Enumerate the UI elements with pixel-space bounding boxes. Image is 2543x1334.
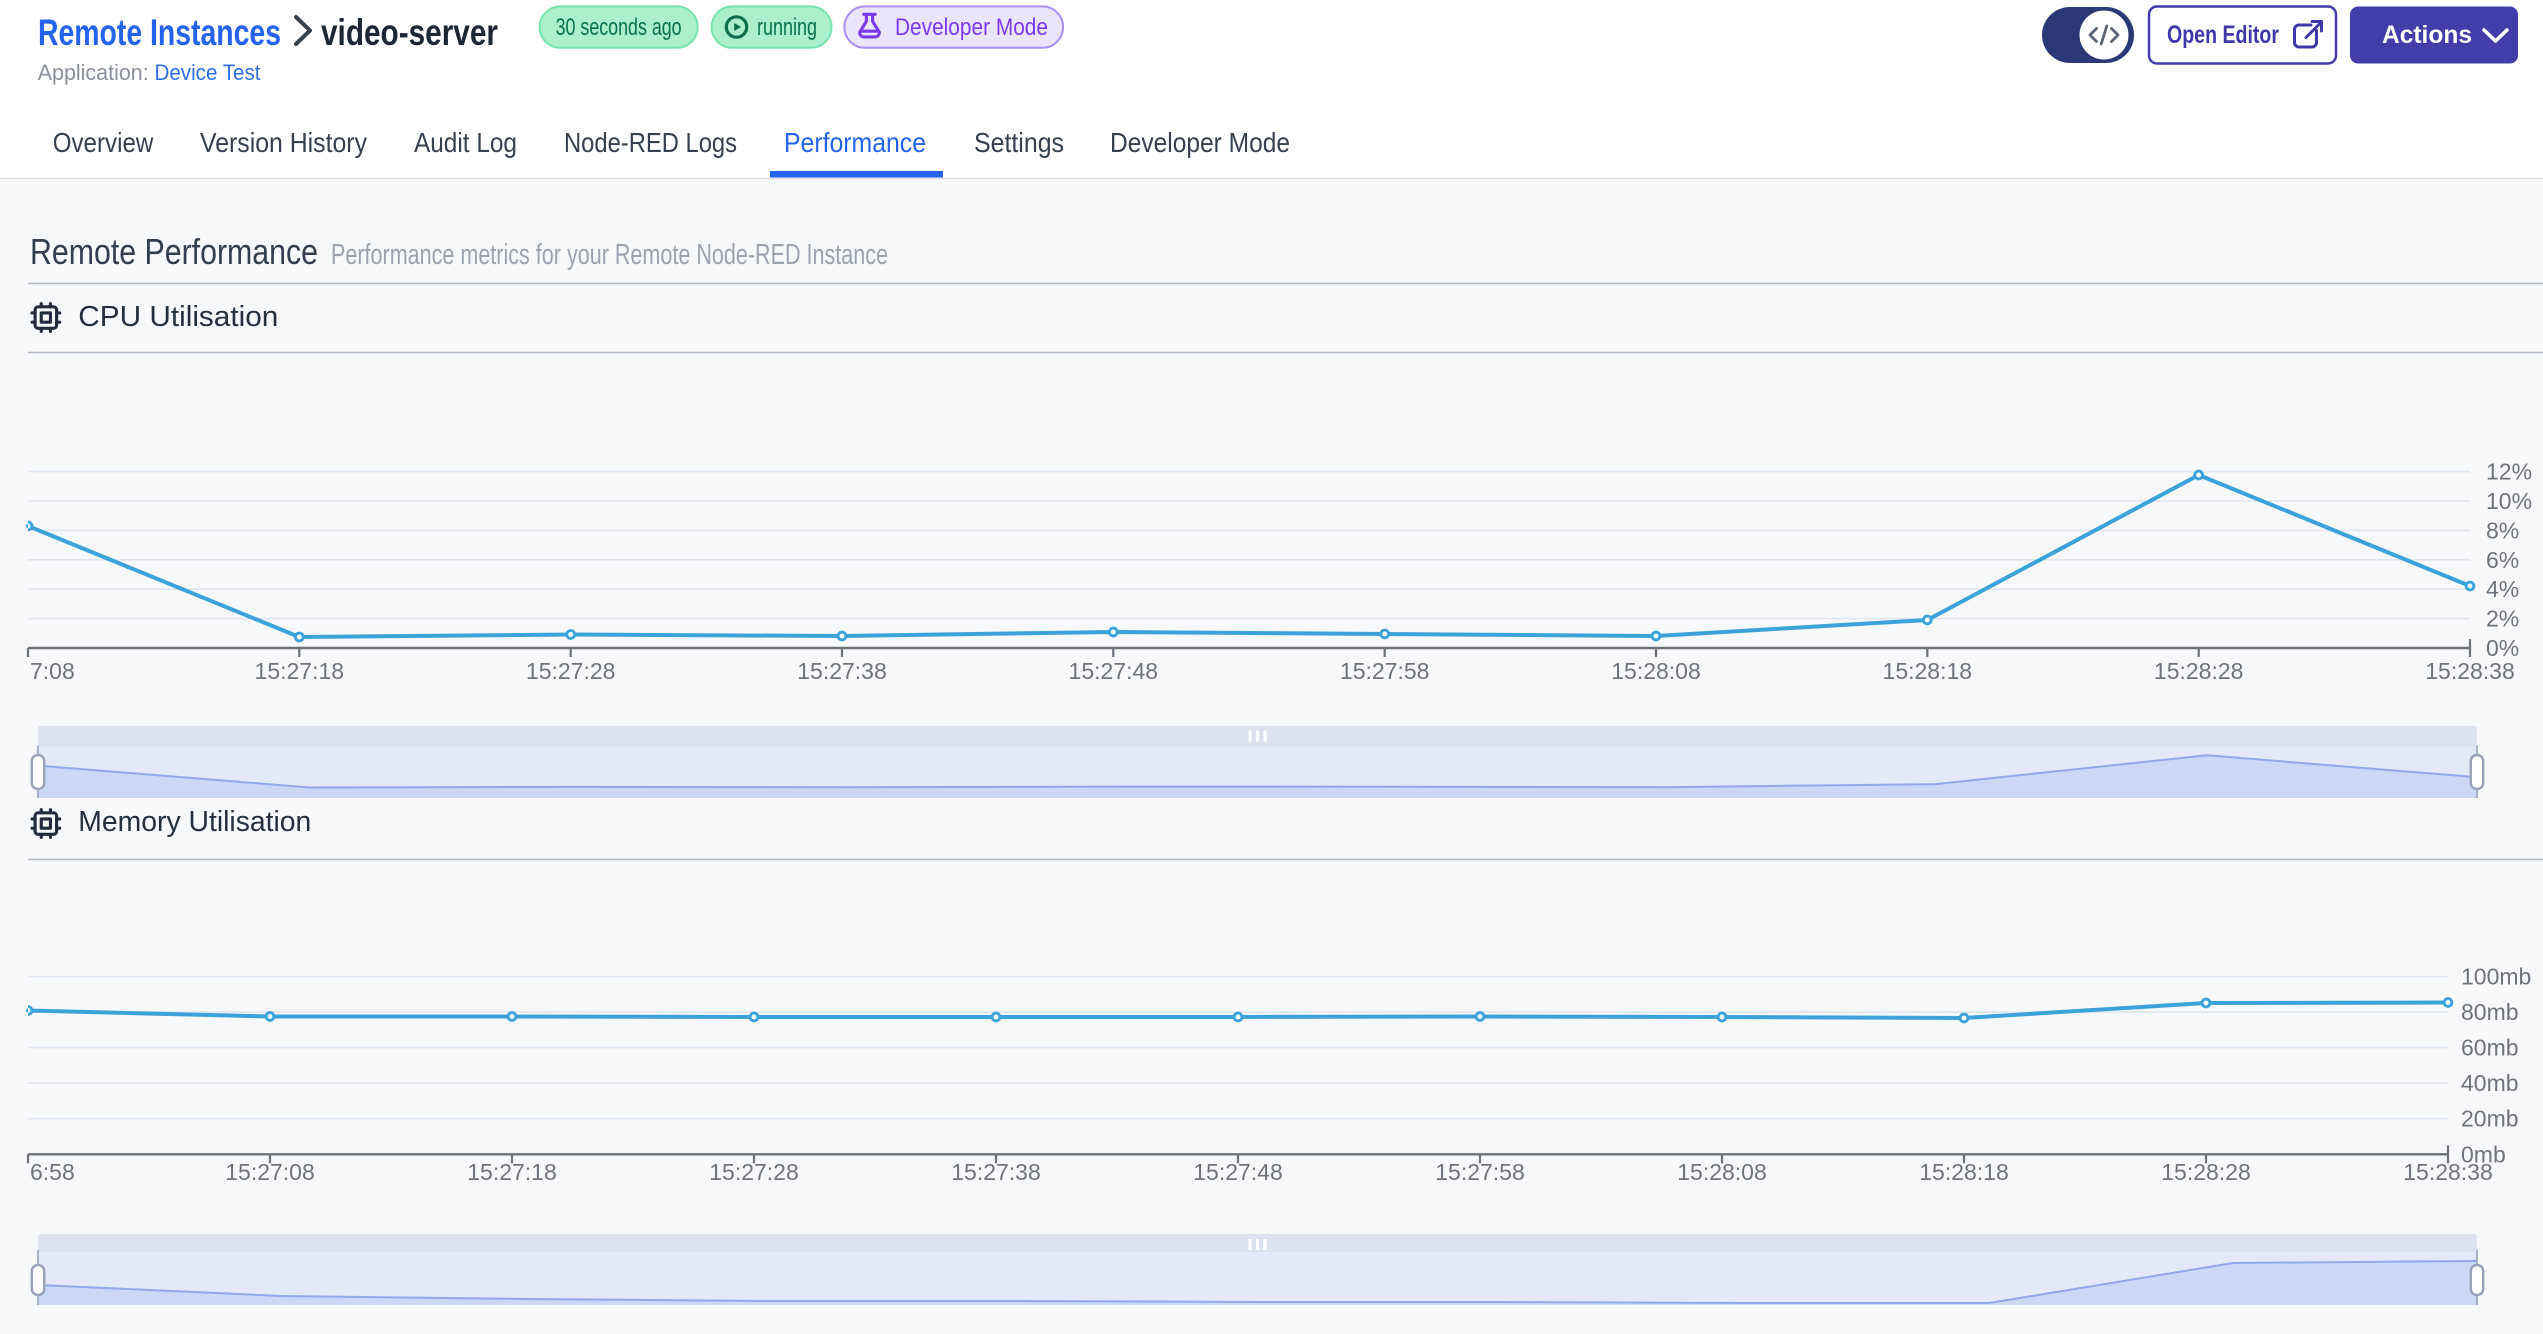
svg-text:running: running — [757, 14, 817, 41]
svg-text:15:27:08: 15:27:08 — [225, 1159, 315, 1185]
svg-text:30 seconds ago: 30 seconds ago — [556, 14, 682, 41]
svg-text:15:28:08: 15:28:08 — [1611, 658, 1701, 684]
svg-text:7:08: 7:08 — [30, 658, 75, 684]
svg-text:15:27:58: 15:27:58 — [1435, 1159, 1525, 1185]
svg-text:video-server: video-server — [321, 12, 498, 53]
svg-text:15:27:18: 15:27:18 — [255, 658, 345, 684]
svg-text:2%: 2% — [2486, 606, 2519, 632]
svg-text:Developer Mode: Developer Mode — [895, 14, 1048, 41]
svg-text:15:27:48: 15:27:48 — [1193, 1159, 1283, 1185]
svg-text:15:28:08: 15:28:08 — [1677, 1159, 1767, 1185]
svg-text:CPU Utilisation: CPU Utilisation — [78, 301, 278, 333]
svg-text:15:27:28: 15:27:28 — [526, 658, 616, 684]
svg-text:0mb: 0mb — [2461, 1141, 2506, 1167]
svg-text:4%: 4% — [2486, 576, 2519, 602]
svg-text:Remote Performance: Remote Performance — [30, 231, 318, 272]
svg-text:15:28:18: 15:28:18 — [1883, 658, 1973, 684]
svg-text:15:27:48: 15:27:48 — [1069, 658, 1159, 684]
svg-text:15:28:28: 15:28:28 — [2154, 658, 2244, 684]
svg-text:15:28:28: 15:28:28 — [2161, 1159, 2251, 1185]
svg-text:20mb: 20mb — [2461, 1106, 2519, 1132]
svg-text:15:27:58: 15:27:58 — [1340, 658, 1430, 684]
svg-text:12%: 12% — [2486, 459, 2532, 485]
svg-text:8%: 8% — [2486, 517, 2519, 543]
svg-text:10%: 10% — [2486, 488, 2532, 514]
svg-text:80mb: 80mb — [2461, 999, 2519, 1025]
svg-text:6%: 6% — [2486, 547, 2519, 573]
svg-text:15:27:38: 15:27:38 — [797, 658, 887, 684]
svg-text:Audit Log: Audit Log — [414, 127, 517, 158]
svg-text:Memory Utilisation: Memory Utilisation — [78, 806, 311, 838]
svg-text:Version History: Version History — [200, 127, 367, 158]
svg-text:15:27:38: 15:27:38 — [951, 1159, 1041, 1185]
svg-text:Node-RED Logs: Node-RED Logs — [564, 127, 737, 158]
svg-text:15:28:18: 15:28:18 — [1919, 1159, 2009, 1185]
svg-text:100mb: 100mb — [2461, 964, 2531, 990]
svg-text:60mb: 60mb — [2461, 1035, 2519, 1061]
svg-text:Performance metrics for your R: Performance metrics for your Remote Node… — [331, 239, 888, 271]
svg-text:Open Editor: Open Editor — [2167, 21, 2279, 49]
svg-text:Actions: Actions — [2382, 21, 2472, 49]
svg-text:Settings: Settings — [974, 127, 1064, 158]
svg-text:15:27:18: 15:27:18 — [467, 1159, 557, 1185]
svg-text:15:27:28: 15:27:28 — [709, 1159, 799, 1185]
svg-text:Overview: Overview — [53, 127, 154, 158]
svg-text:Remote Instances: Remote Instances — [38, 12, 281, 53]
svg-text:40mb: 40mb — [2461, 1070, 2519, 1096]
svg-text:15:28:38: 15:28:38 — [2425, 658, 2515, 684]
svg-text:Developer Mode: Developer Mode — [1110, 127, 1290, 158]
svg-text:Application:: Application: — [38, 60, 149, 85]
svg-text:Performance: Performance — [784, 127, 926, 158]
svg-text:Device Test: Device Test — [155, 60, 261, 85]
svg-text:0%: 0% — [2486, 635, 2519, 661]
svg-text:6:58: 6:58 — [30, 1159, 75, 1185]
svg-text:15:28:38: 15:28:38 — [2403, 1159, 2493, 1185]
